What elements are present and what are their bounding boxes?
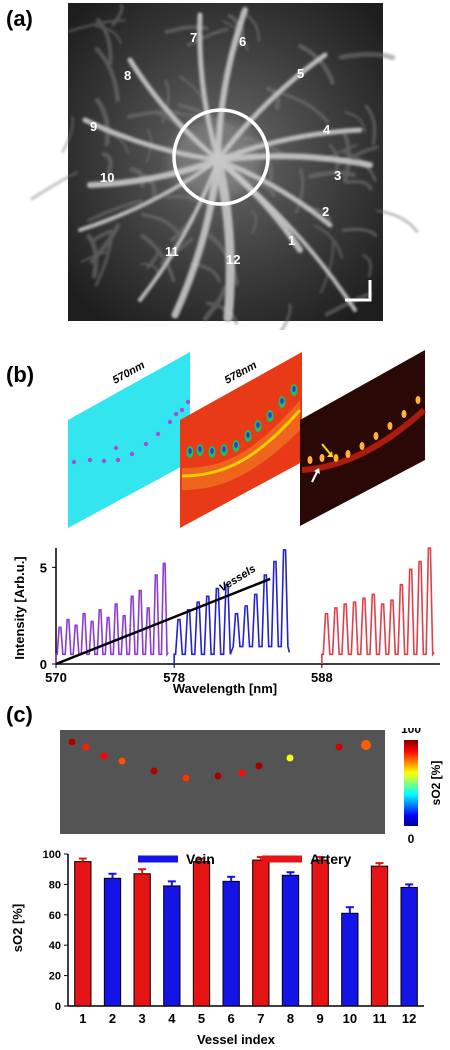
vessel-so2-dot xyxy=(238,769,246,777)
vessel-so2-dot xyxy=(286,754,294,762)
bscan-570nm: 570nm xyxy=(68,352,191,528)
x-tick-label: 5 xyxy=(198,1011,205,1026)
x-tick-label: 4 xyxy=(168,1011,176,1026)
vessel-so2-dot xyxy=(150,767,158,775)
bscan-578nm: 578nm xyxy=(180,352,302,528)
angiogram-image: 1 2 3 4 5 6 7 8 9 10 11 12 xyxy=(30,3,419,330)
x-tick-label: 578 xyxy=(163,670,185,685)
bar xyxy=(74,861,92,1007)
vessel-number-labels: 1 2 3 4 5 6 7 8 9 10 11 12 xyxy=(90,30,341,267)
spectrum-series-line xyxy=(173,549,291,664)
spectrum-chart: 0 5 570 578 588 Intensity [Arb.u.] Wavelengt… xyxy=(12,547,440,696)
colorbar-min-label: 0 xyxy=(408,832,415,846)
vessel-number: 4 xyxy=(323,122,331,137)
vessel-number: 10 xyxy=(100,170,114,185)
vessel-so2-dot xyxy=(100,752,108,760)
vessel-number: 9 xyxy=(90,119,97,134)
bar xyxy=(370,865,389,1007)
vessels-trend-line xyxy=(55,577,271,666)
bar xyxy=(341,912,359,1007)
spectrum-series-line xyxy=(321,547,435,664)
x-tick-label: 588 xyxy=(311,670,333,685)
colorbar-axis-label: sO2 [%] xyxy=(429,761,443,806)
vessel-so2-dot xyxy=(182,774,190,782)
bar xyxy=(103,877,122,1007)
vessel-so2-dot xyxy=(68,738,76,746)
x-axis-label: Wavelength [nm] xyxy=(173,681,277,696)
vessel-number: 2 xyxy=(322,204,329,219)
x-tick-label: 2 xyxy=(109,1011,116,1026)
so2-map-background xyxy=(60,730,385,834)
x-tick-label: 6 xyxy=(228,1011,235,1026)
scale-bar xyxy=(345,280,372,302)
x-tick-label: 1 xyxy=(79,1011,86,1026)
y-axis-label: sO2 [%] xyxy=(10,904,25,952)
x-tick-label: 8 xyxy=(287,1011,294,1026)
bar xyxy=(222,880,240,1007)
spectrum-series-line xyxy=(55,562,169,664)
vessel-number: 6 xyxy=(239,34,246,49)
x-tick-label: 12 xyxy=(402,1011,416,1026)
bar xyxy=(311,859,329,1007)
vessel-number: 5 xyxy=(297,66,304,81)
vessels-annotation: Vessels xyxy=(217,563,258,595)
vessel-number: 3 xyxy=(334,168,341,183)
vessel-number: 1 xyxy=(288,233,295,248)
bar xyxy=(133,873,151,1007)
bar xyxy=(400,886,418,1007)
bar xyxy=(163,885,181,1007)
vessel-number: 7 xyxy=(190,30,197,45)
x-tick-label: 7 xyxy=(257,1011,264,1026)
bar xyxy=(252,859,270,1007)
legend-label: Vein xyxy=(186,851,215,867)
y-tick-label: 80 xyxy=(49,879,61,891)
legend-label: Artery xyxy=(310,851,351,867)
vessel-so2-dot xyxy=(335,743,343,751)
y-tick-label: 0 xyxy=(55,1001,61,1013)
so2-map: 100 0 sO2 [%] xyxy=(60,728,443,846)
bar xyxy=(281,874,300,1007)
vessel-so2-dot xyxy=(361,740,371,750)
y-tick-label: 5 xyxy=(40,560,47,575)
x-tick-label: 9 xyxy=(317,1011,324,1026)
vessel-so2-dot xyxy=(214,772,222,780)
y-axis-label: Intensity [Arb.u.] xyxy=(12,556,27,659)
panel-label-c: (c) xyxy=(6,702,33,727)
panel-label-b: (b) xyxy=(6,362,35,387)
y-tick-label: 60 xyxy=(49,910,61,922)
x-tick-label: 10 xyxy=(343,1011,357,1026)
vessel-number: 8 xyxy=(124,68,131,83)
bscan-588nm: 588nm xyxy=(300,350,427,526)
y-tick-label: 40 xyxy=(49,940,61,952)
vessel-so2-dot xyxy=(255,762,263,770)
vessel-number: 12 xyxy=(226,252,240,267)
y-tick-label: 0 xyxy=(40,657,47,672)
y-tick-label: 20 xyxy=(49,971,61,983)
vessel-so2-dot xyxy=(82,743,90,751)
x-tick-label: 3 xyxy=(139,1011,146,1026)
colorbar-max-label: 100 xyxy=(401,728,421,736)
x-axis-label: Vessel index xyxy=(197,1032,276,1047)
bar xyxy=(192,861,211,1007)
colorbar xyxy=(404,740,418,826)
vessel-so2-dot xyxy=(118,757,126,765)
bscan-images: 570nm 578nm 588nm xyxy=(68,350,427,528)
vessel-number: 11 xyxy=(165,244,179,259)
optic-disc-circle xyxy=(172,108,270,206)
x-tick-label: 570 xyxy=(45,670,67,685)
x-tick-label: 11 xyxy=(373,1011,387,1026)
y-tick-label: 100 xyxy=(43,849,61,861)
panel-label-a: (a) xyxy=(6,6,33,31)
